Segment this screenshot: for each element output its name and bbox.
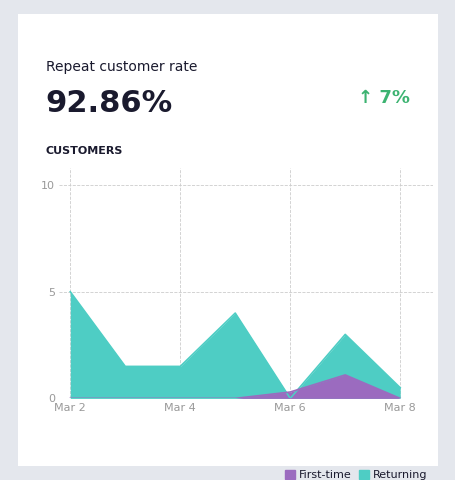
Text: 92.86%: 92.86% xyxy=(46,89,172,118)
Text: ↑ 7%: ↑ 7% xyxy=(358,89,410,107)
Legend: First-time, Returning: First-time, Returning xyxy=(284,470,427,480)
Text: CUSTOMERS: CUSTOMERS xyxy=(46,146,123,156)
Text: Repeat customer rate: Repeat customer rate xyxy=(46,60,197,74)
